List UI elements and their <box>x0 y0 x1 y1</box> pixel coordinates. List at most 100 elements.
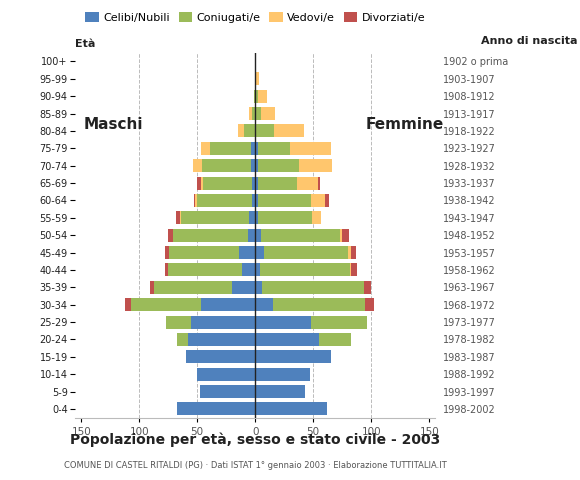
Bar <box>255 90 258 103</box>
Bar <box>273 298 365 311</box>
Bar <box>201 177 203 190</box>
Text: Maschi: Maschi <box>84 117 143 132</box>
Bar <box>258 142 290 155</box>
Bar <box>203 177 252 190</box>
Bar <box>255 211 258 224</box>
Bar <box>340 228 342 242</box>
Bar <box>150 281 154 294</box>
Bar <box>239 246 255 259</box>
Text: Popolazione per età, sesso e stato civile - 2003: Popolazione per età, sesso e stato civil… <box>70 432 440 447</box>
Bar <box>251 142 255 155</box>
Bar <box>255 281 262 294</box>
Bar <box>255 264 260 276</box>
Bar <box>255 142 258 155</box>
Bar <box>252 107 255 120</box>
Bar <box>195 194 197 207</box>
Bar <box>319 333 351 346</box>
Bar <box>311 194 325 207</box>
Bar <box>168 264 242 276</box>
Bar <box>255 194 258 207</box>
Bar <box>197 177 201 190</box>
Bar <box>165 246 169 259</box>
Bar <box>255 124 274 137</box>
Bar <box>181 211 249 224</box>
Bar <box>255 333 319 346</box>
Bar <box>191 315 255 329</box>
Bar <box>274 124 304 137</box>
Bar <box>299 159 332 172</box>
Bar <box>364 281 371 294</box>
Bar <box>312 211 321 224</box>
Bar <box>166 315 191 329</box>
Bar <box>249 211 255 224</box>
Bar <box>342 228 349 242</box>
Bar <box>258 177 297 190</box>
Bar <box>197 194 252 207</box>
Bar <box>254 90 255 103</box>
Text: Femmine: Femmine <box>365 117 444 132</box>
Bar <box>188 333 255 346</box>
Bar <box>201 142 210 155</box>
Bar <box>232 281 255 294</box>
Bar <box>173 228 248 242</box>
Bar <box>258 211 312 224</box>
Bar <box>176 211 180 224</box>
Bar <box>252 177 255 190</box>
Bar <box>255 107 261 120</box>
Bar <box>290 142 331 155</box>
Bar <box>165 264 168 276</box>
Bar <box>255 385 305 398</box>
Text: Anno di nascita: Anno di nascita <box>481 36 577 46</box>
Bar <box>194 194 195 207</box>
Bar <box>365 298 374 311</box>
Bar <box>261 228 340 242</box>
Bar <box>242 264 255 276</box>
Bar <box>180 211 181 224</box>
Bar <box>186 350 255 363</box>
Bar <box>255 72 259 85</box>
Bar <box>351 246 356 259</box>
Bar <box>248 228 255 242</box>
Bar <box>255 368 310 381</box>
Bar <box>169 246 239 259</box>
Bar <box>125 298 131 311</box>
Bar <box>255 298 273 311</box>
Bar <box>311 315 367 329</box>
Bar <box>264 246 348 259</box>
Bar <box>251 159 255 172</box>
Bar <box>260 264 350 276</box>
Bar <box>255 159 258 172</box>
Bar <box>197 368 255 381</box>
Text: COMUNE DI CASTEL RITALDI (PG) · Dati ISTAT 1° gennaio 2003 · Elaborazione TUTTIT: COMUNE DI CASTEL RITALDI (PG) · Dati IST… <box>64 461 447 470</box>
Bar <box>200 385 255 398</box>
Bar <box>177 402 255 415</box>
Bar <box>262 281 364 294</box>
Bar <box>255 315 311 329</box>
Bar <box>351 264 357 276</box>
Bar <box>348 246 351 259</box>
Bar <box>201 298 255 311</box>
Bar <box>202 159 251 172</box>
Bar <box>252 194 255 207</box>
Bar <box>154 281 232 294</box>
Bar <box>255 350 331 363</box>
Bar <box>255 402 327 415</box>
Bar <box>325 194 329 207</box>
Bar <box>258 159 299 172</box>
Text: Età: Età <box>75 39 96 49</box>
Bar <box>168 228 173 242</box>
Legend: Celibi/Nubili, Coniugati/e, Vedovi/e, Divorziati/e: Celibi/Nubili, Coniugati/e, Vedovi/e, Di… <box>81 8 430 27</box>
Bar <box>261 107 275 120</box>
Bar <box>238 124 244 137</box>
Bar <box>255 177 258 190</box>
Bar <box>258 90 267 103</box>
Bar <box>249 107 252 120</box>
Bar <box>193 159 202 172</box>
Bar <box>318 177 320 190</box>
Bar <box>210 142 251 155</box>
Bar <box>244 124 255 137</box>
Bar <box>258 194 311 207</box>
Bar <box>255 246 264 259</box>
Bar <box>177 333 188 346</box>
Bar <box>297 177 318 190</box>
